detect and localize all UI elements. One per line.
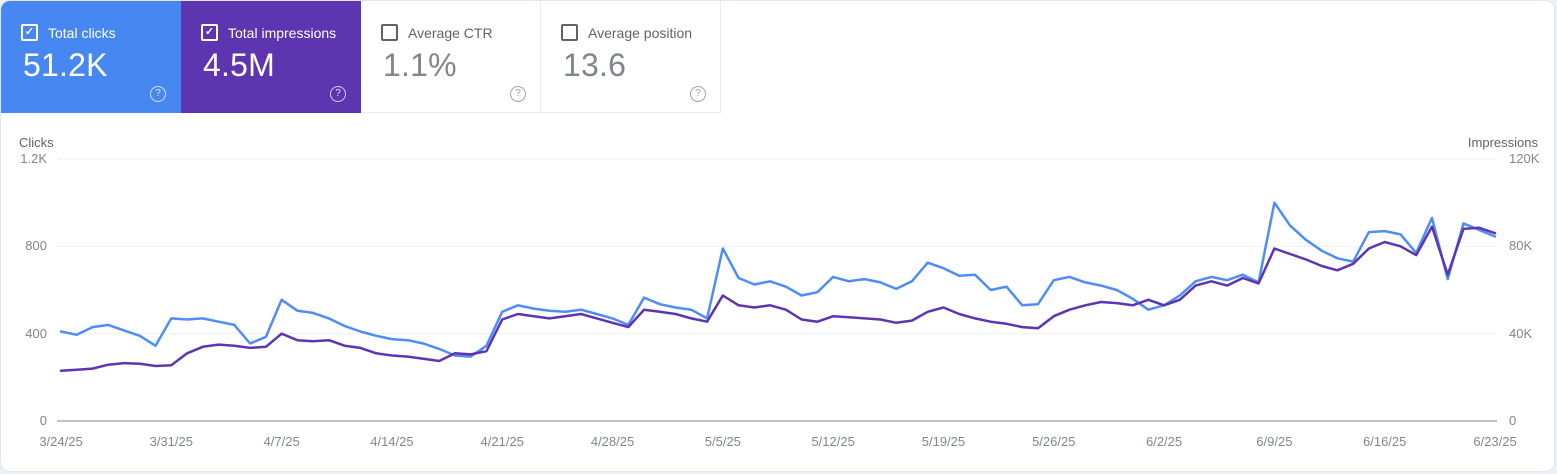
help-icon[interactable]: ?	[690, 86, 706, 102]
help-icon[interactable]: ?	[510, 86, 526, 102]
x-axis-tick: 3/24/25	[39, 434, 83, 449]
checkbox-average-position[interactable]: ✓	[561, 24, 578, 41]
right-axis-tick: 120K	[1509, 151, 1540, 166]
x-axis-tick: 4/14/25	[370, 434, 414, 449]
left-axis-title: Clicks	[19, 135, 54, 150]
left-axis-tick: 800	[25, 238, 47, 254]
right-axis-title: Impressions	[1467, 135, 1538, 150]
right-axis-tick: 0	[1509, 413, 1517, 428]
x-axis-tick: 4/7/25	[263, 434, 300, 449]
metric-card-label: Total clicks	[48, 24, 116, 41]
x-axis-tick: 5/12/25	[811, 434, 855, 449]
help-icon[interactable]: ?	[150, 86, 166, 102]
help-icon[interactable]: ?	[330, 86, 346, 102]
metric-card-value: 51.2K	[23, 47, 108, 83]
metric-cards-row: ✓ Total clicks 51.2K ? ✓ Total impressio…	[1, 1, 1554, 113]
left-axis-tick: 400	[25, 325, 47, 341]
left-axis-tick: 1.2K	[20, 151, 47, 166]
metric-card-header: ✓ Total clicks	[21, 24, 116, 41]
metric-card-total-clicks[interactable]: ✓ Total clicks 51.2K ?	[1, 1, 181, 113]
metric-card-label: Average CTR	[408, 24, 493, 41]
check-icon: ✓	[24, 26, 35, 38]
checkbox-average-ctr[interactable]: ✓	[381, 24, 398, 41]
metric-card-total-impressions[interactable]: ✓ Total impressions 4.5M ?	[181, 1, 361, 113]
metric-card-label: Average position	[588, 24, 693, 41]
metric-card-header: ✓ Average CTR	[381, 24, 493, 41]
x-axis-tick: 3/31/25	[149, 434, 193, 449]
x-axis-tick: 6/2/25	[1145, 434, 1183, 449]
checkbox-total-clicks[interactable]: ✓	[21, 24, 38, 41]
metric-card-value: 1.1%	[383, 47, 457, 83]
x-axis-tick: 5/5/25	[704, 434, 741, 449]
performance-chart[interactable]: Clicks Impressions 1.2K 800 400 0 120K 80K 40K…	[1, 113, 1555, 472]
metric-card-label: Total impressions	[228, 24, 337, 41]
checkbox-total-impressions[interactable]: ✓	[201, 24, 218, 41]
metric-card-value: 4.5M	[203, 47, 275, 83]
impressions-series-line	[59, 225, 1497, 373]
x-axis-tick: 4/21/25	[480, 434, 524, 449]
chart-svg[interactable]	[1, 113, 1555, 472]
metric-card-average-ctr[interactable]: ✓ Average CTR 1.1% ?	[361, 1, 541, 113]
x-axis-tick: 6/23/25	[1473, 434, 1517, 449]
check-icon: ✓	[204, 26, 215, 38]
clicks-series-line	[59, 201, 1497, 358]
right-axis-tick: 80K	[1509, 238, 1533, 254]
x-axis-tick: 5/19/25	[921, 434, 966, 449]
x-axis-tick: 5/26/25	[1032, 434, 1076, 449]
x-axis-tick: 6/16/25	[1363, 434, 1407, 449]
metric-card-header: ✓ Total impressions	[201, 24, 336, 41]
right-axis-tick: 40K	[1509, 325, 1533, 341]
left-axis-tick: 0	[39, 413, 47, 428]
x-axis-tick: 6/9/25	[1256, 434, 1293, 449]
metric-card-average-position[interactable]: ✓ Average position 13.6 ?	[541, 1, 721, 113]
x-axis-tick: 4/28/25	[590, 434, 635, 449]
metric-card-value: 13.6	[563, 47, 627, 83]
metric-card-header: ✓ Average position	[561, 24, 692, 41]
